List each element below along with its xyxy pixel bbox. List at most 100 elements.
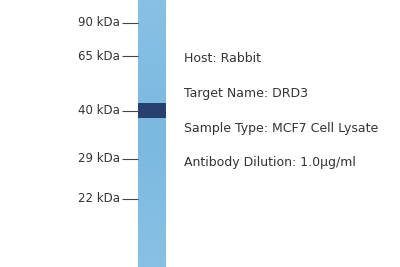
Bar (138, 19, 166, 22)
Bar (138, 238, 166, 240)
Bar (138, 77, 166, 80)
Bar (138, 62, 166, 65)
Bar (138, 231, 166, 234)
Bar (138, 229, 166, 231)
Bar (138, 140, 166, 142)
Bar (138, 233, 166, 236)
Bar (138, 184, 166, 187)
Bar (138, 57, 166, 60)
Bar (138, 91, 166, 93)
Bar (138, 117, 166, 120)
Text: 22 kDa: 22 kDa (78, 193, 120, 205)
Bar (138, 37, 166, 40)
Bar (138, 42, 166, 45)
Bar (138, 80, 166, 82)
Bar (138, 155, 166, 158)
Bar (138, 66, 166, 69)
Bar (138, 224, 166, 227)
Bar (138, 264, 166, 267)
Bar (138, 28, 166, 31)
Bar (138, 260, 166, 262)
Bar (138, 144, 166, 147)
Bar (138, 2, 166, 5)
Bar (138, 191, 166, 194)
Text: Sample Type: MCF7 Cell Lysate: Sample Type: MCF7 Cell Lysate (184, 122, 378, 135)
Bar (138, 35, 166, 38)
Bar (138, 86, 166, 89)
Bar (138, 175, 166, 178)
Bar (138, 146, 166, 149)
Bar (138, 128, 166, 131)
Bar (138, 26, 166, 29)
Bar (138, 106, 166, 109)
Bar (138, 158, 166, 160)
Bar (138, 75, 166, 78)
Bar (138, 100, 166, 102)
Bar (138, 124, 166, 127)
Bar (138, 166, 166, 169)
Bar (138, 180, 166, 182)
Text: 40 kDa: 40 kDa (78, 104, 120, 117)
Bar (138, 15, 166, 18)
Bar (138, 200, 166, 202)
Bar (138, 204, 166, 207)
Bar (138, 178, 166, 180)
Bar (138, 242, 166, 245)
Bar (138, 24, 166, 27)
Bar (138, 68, 166, 71)
Bar (138, 84, 166, 87)
Bar (138, 193, 166, 196)
Bar (138, 235, 166, 238)
Bar (138, 253, 166, 256)
Bar (138, 262, 166, 265)
Text: 65 kDa: 65 kDa (78, 50, 120, 62)
Bar (138, 108, 166, 111)
Bar (138, 13, 166, 15)
Bar (138, 211, 166, 214)
Bar (138, 133, 166, 136)
Bar (138, 48, 166, 51)
Bar (138, 31, 166, 33)
Bar (138, 82, 166, 85)
Text: 90 kDa: 90 kDa (78, 16, 120, 29)
Bar (138, 246, 166, 249)
Bar (138, 97, 166, 100)
Bar (138, 218, 166, 220)
Bar (138, 189, 166, 191)
Text: Antibody Dilution: 1.0µg/ml: Antibody Dilution: 1.0µg/ml (184, 156, 356, 169)
Bar (138, 53, 166, 56)
Bar (138, 153, 166, 156)
Bar (138, 244, 166, 247)
Bar (138, 222, 166, 225)
Bar (138, 115, 166, 118)
Bar (138, 0, 166, 2)
Bar (138, 173, 166, 176)
Bar (138, 44, 166, 47)
Bar (138, 209, 166, 211)
Text: Host: Rabbit: Host: Rabbit (184, 52, 261, 65)
Bar (138, 95, 166, 98)
Bar (138, 148, 166, 151)
Bar (138, 186, 166, 189)
Bar (138, 206, 166, 209)
Bar (138, 164, 166, 167)
Bar (138, 102, 166, 105)
Bar (138, 220, 166, 222)
Bar (138, 135, 166, 138)
Bar (138, 60, 166, 62)
Bar (138, 46, 166, 49)
Bar (138, 142, 166, 145)
Bar (138, 215, 166, 218)
Bar (138, 11, 166, 13)
Bar (138, 162, 166, 165)
Bar (138, 33, 166, 36)
Bar (138, 71, 166, 73)
Bar (138, 251, 166, 254)
Bar (138, 55, 166, 58)
Bar (138, 17, 166, 20)
Bar (138, 195, 166, 198)
Bar (138, 202, 166, 205)
Bar (138, 249, 166, 252)
Text: 29 kDa: 29 kDa (78, 152, 120, 165)
Bar (138, 213, 166, 216)
